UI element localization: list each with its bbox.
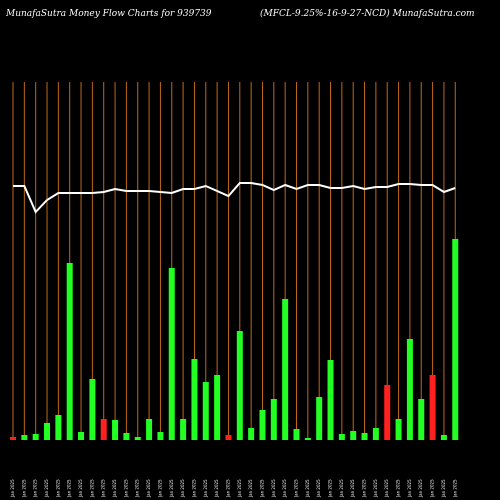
volume-bar [327, 360, 334, 440]
volume-bar [134, 437, 141, 440]
x-tick-label: Jan 2025 [441, 479, 446, 498]
x-tick-label: Jan 2025 [237, 479, 242, 498]
volume-bar [168, 268, 175, 440]
volume-bar [429, 375, 436, 440]
x-tick-label: Jan 2025 [112, 479, 117, 498]
x-tick-label: Jan 2025 [225, 479, 230, 498]
x-tick-label: Jan 2025 [248, 479, 253, 498]
x-tick-label: Jan 2025 [294, 479, 299, 498]
volume-bar [316, 397, 323, 440]
volume-bar [248, 428, 255, 440]
volume-bar [89, 379, 96, 440]
x-tick-label: Jan 2025 [55, 479, 60, 498]
volume-bar [21, 435, 28, 440]
x-tick-label: Jan 2025 [452, 479, 457, 498]
volume-bar [100, 419, 107, 440]
volume-bar [157, 432, 164, 440]
x-tick-label: Jan 2025 [373, 479, 378, 498]
x-tick-label: Jan 2025 [430, 479, 435, 498]
volume-bar [123, 433, 130, 440]
volume-bar [202, 382, 209, 440]
x-tick-label: Jan 2025 [259, 479, 264, 498]
x-tick-label: Jan 2025 [305, 479, 310, 498]
volume-bar [384, 385, 391, 440]
x-tick-label: Jan 2025 [328, 479, 333, 498]
volume-bar [418, 399, 425, 440]
volume-bar [372, 428, 379, 440]
x-tick-label: Jan 2025 [282, 479, 287, 498]
volume-bar [66, 263, 73, 440]
price-line [13, 182, 456, 214]
volume-bar [259, 410, 266, 440]
x-tick-label: Jan 2025 [384, 479, 389, 498]
volume-bar [293, 429, 300, 440]
volume-bar [10, 437, 16, 440]
x-tick-label: Jan 2025 [157, 479, 162, 498]
x-tick-label: Jan 2025 [316, 479, 321, 498]
volume-bar [32, 434, 39, 440]
volume-bar [304, 438, 311, 440]
volume-bar [236, 331, 243, 440]
volume-bar [191, 359, 198, 440]
volume-bar [361, 433, 368, 440]
x-tick-label: Jan 2025 [44, 479, 49, 498]
x-tick-label: Jan 2025 [339, 479, 344, 498]
volume-bar [282, 299, 289, 440]
x-tick-label: Jan 2025 [67, 479, 72, 498]
x-tick-label: Jan 2025 [418, 479, 423, 498]
x-tick-label: Jan 2025 [407, 479, 412, 498]
volume-bar [214, 375, 221, 440]
x-tick-label: Jan 2025 [123, 479, 128, 498]
volume-bar [270, 399, 277, 440]
volume-bar [440, 435, 447, 440]
x-tick-label: Jan 2025 [89, 479, 94, 498]
x-tick-label: Jan 2025 [78, 479, 83, 498]
x-tick-label: Jan 2025 [180, 479, 185, 498]
x-tick-label: Jan 2025 [146, 479, 151, 498]
x-tick-label: Jan 2025 [21, 479, 26, 498]
volume-bar [180, 419, 187, 440]
volume-bar [146, 419, 153, 440]
x-tick-label: Jan 2025 [350, 479, 355, 498]
volume-bar [350, 431, 357, 440]
volume-bar [225, 435, 232, 440]
volume-bar [44, 423, 51, 440]
x-tick-label: Jan 2025 [101, 479, 106, 498]
x-tick-label: Jan 2025 [203, 479, 208, 498]
x-tick-label: Jan 2025 [191, 479, 196, 498]
x-tick-label: Jan 2025 [362, 479, 367, 498]
volume-bar [406, 339, 413, 440]
volume-bar [78, 432, 85, 440]
volume-bar [452, 239, 459, 440]
chart-title: MunafaSutra Money Flow Charts for 939739 [6, 9, 212, 19]
x-tick-label: Jan 2025 [10, 479, 15, 498]
x-tick-label: Jan 2025 [396, 479, 401, 498]
chart-subtitle: (MFCL-9.25%-16-9-27-NCD) MunafaSutra.com [260, 9, 475, 19]
volume-bar [338, 434, 345, 440]
volume-bar [395, 419, 402, 440]
x-tick-label: Jan 2025 [135, 479, 140, 498]
x-tick-label: Jan 2025 [33, 479, 38, 498]
x-tick-label: Jan 2025 [169, 479, 174, 498]
volume-bar [55, 415, 62, 440]
x-tick-label: Jan 2025 [271, 479, 276, 498]
volume-bar [112, 420, 119, 440]
x-tick-label: Jan 2025 [214, 479, 219, 498]
